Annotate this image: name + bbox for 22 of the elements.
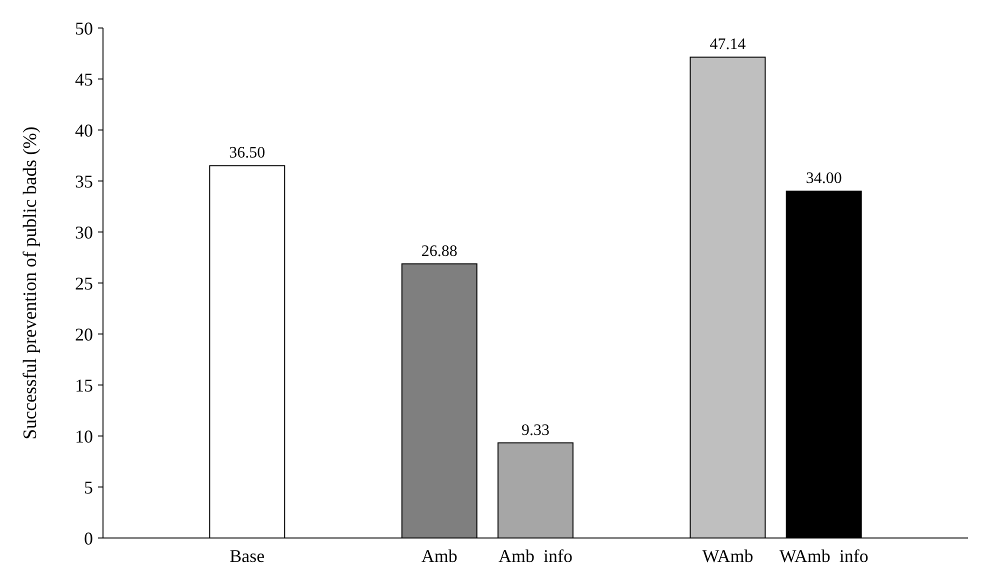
y-tick-label: 15	[75, 375, 93, 396]
x-tick-label: WAmb info	[779, 546, 868, 566]
y-tick-label: 20	[75, 324, 93, 344]
x-tick-label: Amb info	[498, 546, 572, 566]
data-label: 9.33	[522, 422, 550, 439]
x-tick-label: WAmb	[702, 546, 754, 566]
y-tick-label: 25	[75, 273, 93, 294]
y-tick-label: 10	[75, 426, 93, 446]
data-label: 34.00	[806, 170, 842, 188]
y-axis-title: Successful prevention of public bads (%)	[20, 126, 41, 440]
x-tick-label: Base	[230, 546, 265, 566]
y-tick-label: 50	[75, 18, 93, 38]
data-label: 26.88	[421, 242, 458, 260]
y-tick-label: 45	[75, 69, 93, 90]
y-tick-label: 30	[75, 222, 93, 242]
x-tick-label: Amb	[421, 546, 458, 566]
y-tick-label: 40	[75, 120, 93, 140]
data-label: 36.50	[229, 144, 266, 162]
y-tick-label: 35	[75, 171, 93, 192]
y-tick-label: 0	[84, 528, 93, 548]
data-label: 47.14	[710, 36, 746, 54]
y-tick-label: 5	[84, 477, 93, 498]
